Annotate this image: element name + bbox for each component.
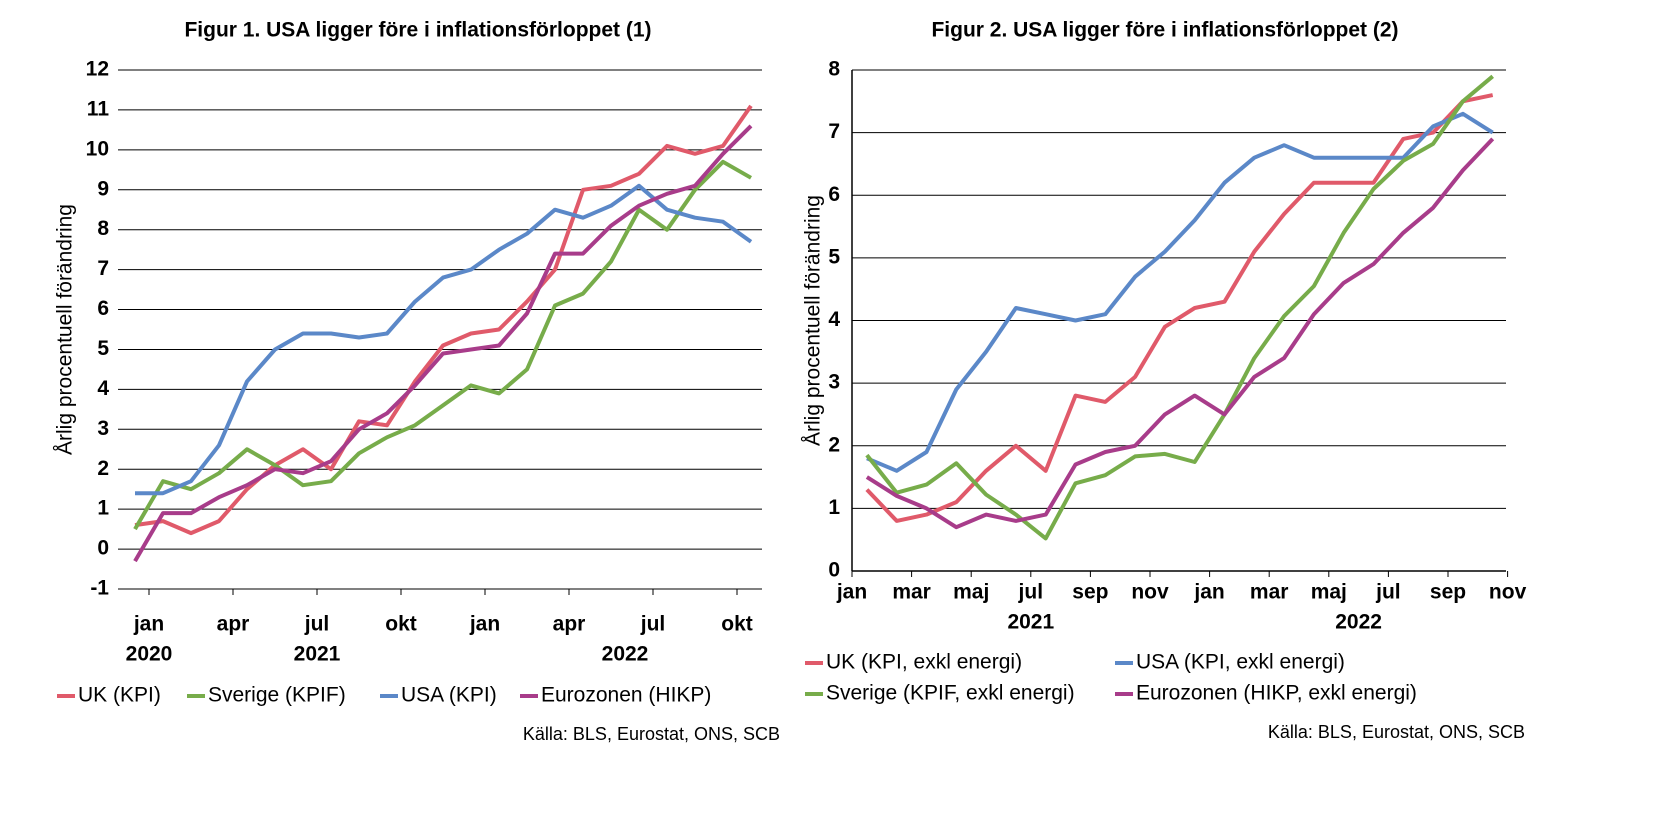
legend-label: Sverige (KPIF, exkl energi) <box>826 682 1075 705</box>
source-note: Källa: BLS, Eurostat, ONS, SCB <box>1268 722 1525 742</box>
y-tick-label: 3 <box>828 371 840 394</box>
y-tick-label: 5 <box>828 245 840 268</box>
x-tick-label: nov <box>1489 581 1527 604</box>
legend-label: USA (KPI) <box>401 684 497 707</box>
legend-label: Eurozonen (HIKP) <box>541 684 711 707</box>
x-tick-label: mar <box>1250 581 1289 604</box>
series-line <box>133 124 753 563</box>
x-tick-label: maj <box>1311 581 1347 604</box>
y-tick-label: 5 <box>97 337 109 360</box>
series-line <box>865 93 1494 523</box>
y-tick-label: -1 <box>90 577 109 600</box>
y-tick-label: 9 <box>97 177 109 200</box>
x-tick-label: sep <box>1430 581 1466 604</box>
series-line <box>134 104 753 536</box>
legend-label: UK (KPI) <box>78 684 161 707</box>
x-tick-label: jul <box>1018 581 1044 604</box>
y-tick-label: 1 <box>97 497 109 520</box>
y-axis-label: Årlig procentuell förändring <box>54 204 77 455</box>
x-tick-label: mar <box>892 581 931 604</box>
x-tick-label: jan <box>836 581 867 604</box>
x-tick-label: okt <box>721 613 753 636</box>
y-tick-label: 0 <box>97 537 109 560</box>
y-tick-label: 7 <box>828 120 840 143</box>
legend-label: UK (KPI, exkl energi) <box>826 651 1022 674</box>
chart-title: Figur 2. USA ligger före i inflationsför… <box>931 19 1398 42</box>
series-line <box>866 111 1494 473</box>
y-tick-label: 12 <box>86 58 109 81</box>
y-tick-label: 2 <box>97 457 109 480</box>
y-tick-label: 4 <box>828 308 840 331</box>
x-tick-label: jul <box>304 613 330 636</box>
x-tick-label: nov <box>1131 581 1169 604</box>
x-year-label: 2021 <box>294 643 341 666</box>
series-line <box>865 74 1494 541</box>
x-year-label: 2020 <box>126 643 173 666</box>
x-tick-label: apr <box>217 613 250 636</box>
legend-label: Sverige (KPIF) <box>208 684 346 707</box>
series-line <box>135 183 753 496</box>
x-year-label: 2022 <box>602 643 649 666</box>
x-tick-label: jul <box>640 613 666 636</box>
source-note: Källa: BLS, Eurostat, ONS, SCB <box>523 724 780 744</box>
y-tick-label: 3 <box>97 417 109 440</box>
x-tick-label: jan <box>469 613 500 636</box>
y-tick-label: 7 <box>97 257 109 280</box>
x-tick-label: jan <box>1193 581 1224 604</box>
x-tick-label: jul <box>1375 581 1401 604</box>
y-tick-label: 1 <box>828 496 840 519</box>
y-tick-label: 6 <box>97 297 109 320</box>
y-axis-label: Årlig procentuell förändring <box>802 195 825 446</box>
x-tick-label: jan <box>133 613 164 636</box>
y-tick-label: 8 <box>97 217 109 240</box>
x-year-label: 2022 <box>1335 611 1382 634</box>
series-line <box>865 137 1495 530</box>
x-tick-label: maj <box>953 581 989 604</box>
x-tick-label: apr <box>553 613 586 636</box>
legend-label: Eurozonen (HIKP, exkl energi) <box>1136 682 1417 705</box>
x-tick-label: okt <box>385 613 417 636</box>
x-tick-label: sep <box>1072 581 1108 604</box>
y-tick-label: 2 <box>828 433 840 456</box>
y-tick-label: 10 <box>86 137 109 160</box>
series-line <box>133 159 752 531</box>
x-year-label: 2021 <box>1007 611 1054 634</box>
y-tick-label: 4 <box>97 377 109 400</box>
y-tick-label: 6 <box>828 183 840 206</box>
y-tick-label: 8 <box>828 58 840 81</box>
y-tick-label: 11 <box>87 97 110 120</box>
y-tick-label: 0 <box>828 559 840 582</box>
chart-title: Figur 1. USA ligger före i inflationsför… <box>184 19 651 42</box>
legend-label: USA (KPI, exkl energi) <box>1136 651 1345 674</box>
